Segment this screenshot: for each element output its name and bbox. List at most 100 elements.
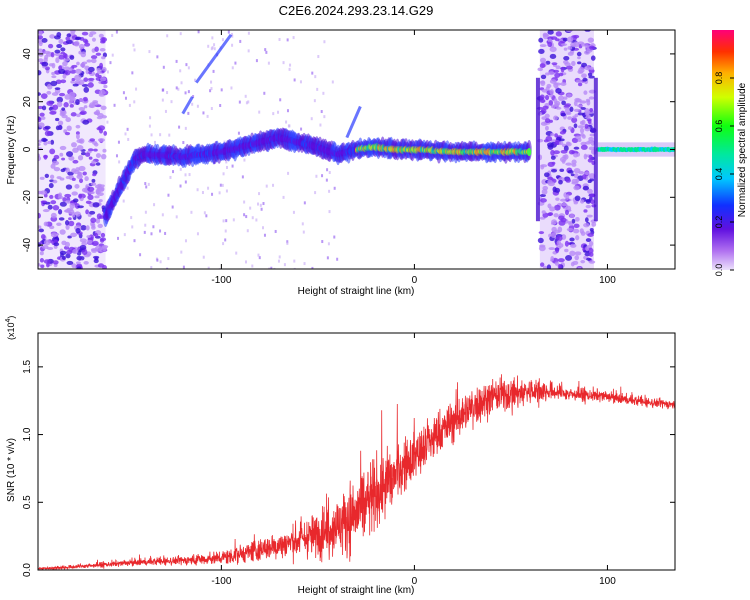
speckle <box>211 192 214 196</box>
noise-blob <box>550 155 556 160</box>
noise-blob <box>49 34 56 39</box>
speckle <box>226 165 229 169</box>
noise-blob <box>48 43 54 49</box>
speckle <box>225 189 228 193</box>
noise-blob <box>577 56 581 60</box>
speckle <box>133 239 136 243</box>
speckle <box>333 235 336 239</box>
noise-blob <box>570 173 575 177</box>
noise-blob <box>574 195 581 202</box>
noise-blob <box>62 73 67 79</box>
noise-blob <box>82 96 88 102</box>
speckle <box>177 87 180 91</box>
noise-blob <box>589 45 595 50</box>
noise-blob <box>38 225 42 229</box>
speckle <box>144 210 147 214</box>
noise-blob <box>540 164 548 168</box>
noise-blob <box>66 125 72 132</box>
speckle <box>202 111 205 115</box>
noise-blob <box>102 148 107 153</box>
noise-blob <box>544 94 550 101</box>
speckle <box>251 216 254 220</box>
speckle <box>278 255 281 259</box>
speckle <box>130 216 133 220</box>
noise-blob <box>47 204 53 210</box>
speckle <box>247 49 250 53</box>
speckle <box>152 225 155 229</box>
noise-blob <box>575 178 580 183</box>
noise-blob <box>55 117 60 122</box>
noise-blob <box>557 263 562 269</box>
noise-blob <box>70 112 77 117</box>
noise-blob <box>558 215 565 221</box>
noise-blob <box>84 42 91 47</box>
noise-blob <box>98 33 104 38</box>
noise-blob <box>585 204 592 209</box>
noise-blob <box>92 202 100 208</box>
noise-blob <box>47 140 52 145</box>
speckle <box>201 191 204 195</box>
noise-blob <box>97 183 102 187</box>
speckle <box>286 38 289 42</box>
speckle <box>122 91 125 95</box>
noise-blob <box>39 112 45 117</box>
speckle <box>247 100 250 104</box>
noise-blob <box>80 51 87 58</box>
speckle <box>144 182 147 186</box>
spectrogram-ytick-label: 40 <box>22 48 33 60</box>
noise-blob <box>549 206 556 212</box>
noise-blob <box>99 128 104 134</box>
noise-blob <box>554 141 560 145</box>
noise-blob <box>85 209 89 215</box>
noise-blob <box>50 52 55 58</box>
noise-blob <box>79 111 86 115</box>
noise-blob <box>545 125 549 131</box>
speckle <box>131 225 134 229</box>
speckle <box>289 63 292 67</box>
speckle <box>221 38 224 42</box>
noise-blob <box>588 260 596 264</box>
noise-blob <box>94 232 99 238</box>
noise-blob <box>555 88 562 94</box>
noise-blob <box>573 173 579 179</box>
speckle <box>161 88 164 92</box>
noise-blob <box>71 177 76 181</box>
spectrogram-xtick-label: 100 <box>599 275 616 286</box>
noise-blob <box>554 133 558 138</box>
noise-blob <box>88 33 94 38</box>
noise-blob <box>43 57 48 63</box>
speckle <box>282 195 285 199</box>
noise-blob <box>547 71 555 76</box>
noise-blob <box>65 184 73 190</box>
speckle <box>207 266 210 269</box>
speckle <box>111 53 114 57</box>
noise-blob <box>62 61 68 67</box>
noise-blob <box>92 173 97 177</box>
noise-blob <box>580 231 586 236</box>
noise-blob <box>38 155 41 162</box>
speckle <box>243 200 246 204</box>
speckle <box>263 91 266 95</box>
noise-blob <box>553 229 561 234</box>
speckle <box>274 229 277 233</box>
noise-blob <box>59 229 66 235</box>
speckle <box>272 112 275 116</box>
noise-blob <box>585 245 590 252</box>
noise-blob <box>539 63 546 69</box>
noise-blob <box>76 113 81 118</box>
noise-blob <box>68 67 73 72</box>
noise-blob <box>41 245 49 250</box>
noise-blob <box>589 133 595 137</box>
noise-blob <box>43 239 51 246</box>
noise-blob <box>545 86 550 92</box>
noise-blob <box>91 37 97 42</box>
speckle <box>286 240 289 244</box>
noise-blob <box>40 93 48 99</box>
speckle <box>277 110 280 114</box>
noise-blob <box>545 60 551 65</box>
noise-blob <box>82 119 90 125</box>
speckle <box>316 87 319 91</box>
noise-blob <box>550 168 558 173</box>
speckle <box>185 63 188 67</box>
speckle <box>221 183 224 187</box>
